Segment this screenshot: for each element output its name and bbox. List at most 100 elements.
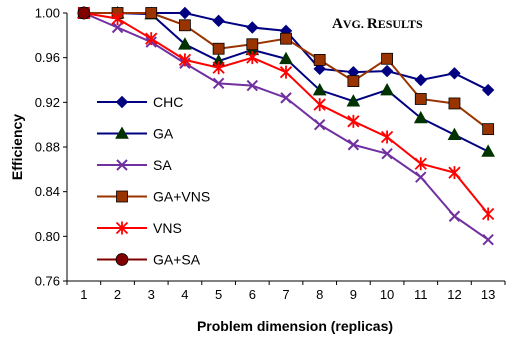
series-chc	[77, 6, 495, 97]
point-sa	[381, 147, 393, 160]
point-ga	[447, 127, 462, 141]
point-ga-vns	[179, 19, 191, 32]
point-sa	[280, 92, 292, 104]
point-ga-vns	[246, 38, 259, 51]
y-tick-label: 0.80	[35, 229, 60, 244]
legend-label-vns: VNS	[153, 220, 182, 236]
point-vns	[414, 157, 427, 171]
y-tick-label: 0.96	[35, 50, 60, 65]
y-axis-title: Efficiency	[9, 114, 25, 180]
point-vns	[313, 98, 326, 112]
series-ga-vns	[77, 7, 495, 136]
point-vns	[178, 53, 192, 67]
legend-label-ga-vns: GA+VNS	[153, 189, 210, 205]
y-tick-label: 0.88	[35, 140, 60, 155]
point-ga-vns	[280, 32, 292, 45]
point-sa	[448, 210, 461, 222]
point-vns	[347, 114, 360, 128]
point-ga-vns	[145, 7, 158, 19]
x-tick-label: 12	[447, 287, 461, 302]
point-ga	[178, 37, 192, 50]
point-chc	[414, 73, 427, 87]
legend-label-chc: CHC	[153, 94, 183, 110]
y-tick-label: 0.84	[35, 184, 60, 199]
point-ga	[481, 144, 496, 157]
point-sa	[415, 171, 427, 183]
series-ga-sa	[77, 6, 91, 20]
point-chc	[246, 21, 259, 34]
legend-label-ga-sa: GA+SA	[153, 252, 201, 268]
legend-marker-ga-vns	[116, 190, 128, 203]
point-vns	[145, 32, 158, 46]
x-tick-label: 3	[148, 287, 155, 302]
x-tick-label: 1	[80, 287, 87, 302]
point-vns	[246, 51, 259, 65]
x-axis-title: Problem dimension (replicas)	[197, 318, 393, 334]
legend-marker-ga-sa	[115, 253, 129, 266]
axes: 0.760.800.840.880.920.961.001 2 3 4 5 6 7 8 9 10 1…	[35, 6, 506, 302]
x-tick-label: 11	[414, 287, 428, 302]
point-ga-vns	[381, 52, 393, 65]
point-sa	[246, 79, 259, 92]
legend-label-sa: SA	[153, 157, 172, 173]
legend-item-sa: SA	[97, 157, 172, 173]
x-tick-label: 4	[181, 287, 188, 302]
legend-label-ga: GA	[153, 126, 174, 142]
chart-title: AVG. RESULTS	[332, 16, 423, 32]
point-ga	[279, 51, 293, 65]
series-line-sa	[83, 12, 489, 241]
point-chc	[313, 62, 326, 76]
x-tick-label: 5	[215, 287, 222, 302]
point-chc	[380, 64, 394, 78]
y-tick-label: 0.76	[35, 274, 60, 289]
x-tick-label: 9	[350, 287, 357, 302]
legend-item-ga-sa: GA+SA	[97, 252, 201, 268]
point-ga-vns	[414, 93, 427, 105]
legend-marker-ga	[115, 126, 129, 139]
point-vns	[482, 207, 495, 221]
point-sa	[212, 77, 225, 90]
legend-item-vns: VNS	[97, 220, 182, 236]
x-tick-label: 13	[481, 287, 495, 302]
point-ga-vns	[313, 54, 326, 66]
series-layer	[76, 5, 496, 246]
legend-marker-chc	[115, 95, 129, 109]
x-tick-label: 7	[282, 287, 289, 302]
point-sa	[482, 233, 494, 246]
point-ga-vns	[347, 75, 360, 88]
point-ga	[413, 110, 428, 124]
point-ga-vns	[212, 42, 225, 55]
point-vns	[279, 65, 293, 79]
x-tick-label: 10	[380, 287, 394, 302]
point-sa	[111, 21, 124, 34]
x-tick-label: 2	[114, 287, 121, 302]
y-tick-label: 1.00	[35, 6, 60, 21]
point-chc	[448, 67, 461, 80]
legend-item-chc: CHC	[97, 94, 183, 110]
point-chc	[481, 83, 495, 97]
point-chc	[212, 14, 225, 28]
point-ga	[380, 83, 394, 96]
point-sa	[347, 139, 360, 151]
legend-item-ga-vns: GA+VNS	[97, 189, 210, 205]
point-sa	[313, 118, 326, 131]
y-tick-label: 0.92	[35, 95, 60, 110]
x-tick-label: 8	[316, 287, 323, 302]
point-ga-vns	[448, 97, 461, 110]
point-ga-vns	[482, 123, 495, 136]
point-ga-sa	[77, 6, 91, 20]
point-vns	[380, 130, 394, 144]
x-tick-label: 6	[249, 287, 256, 302]
point-ga	[312, 83, 327, 96]
legend-item-ga: GA	[97, 126, 174, 142]
legend: CHC GA SA GA+VNS VNS GA+SA	[97, 94, 210, 268]
point-chc	[178, 6, 192, 20]
legend-marker-sa	[116, 159, 128, 171]
point-vns	[212, 61, 225, 75]
legend-marker-vns	[115, 221, 129, 235]
point-ga	[346, 94, 361, 107]
point-vns	[111, 12, 124, 26]
point-vns	[448, 166, 461, 180]
